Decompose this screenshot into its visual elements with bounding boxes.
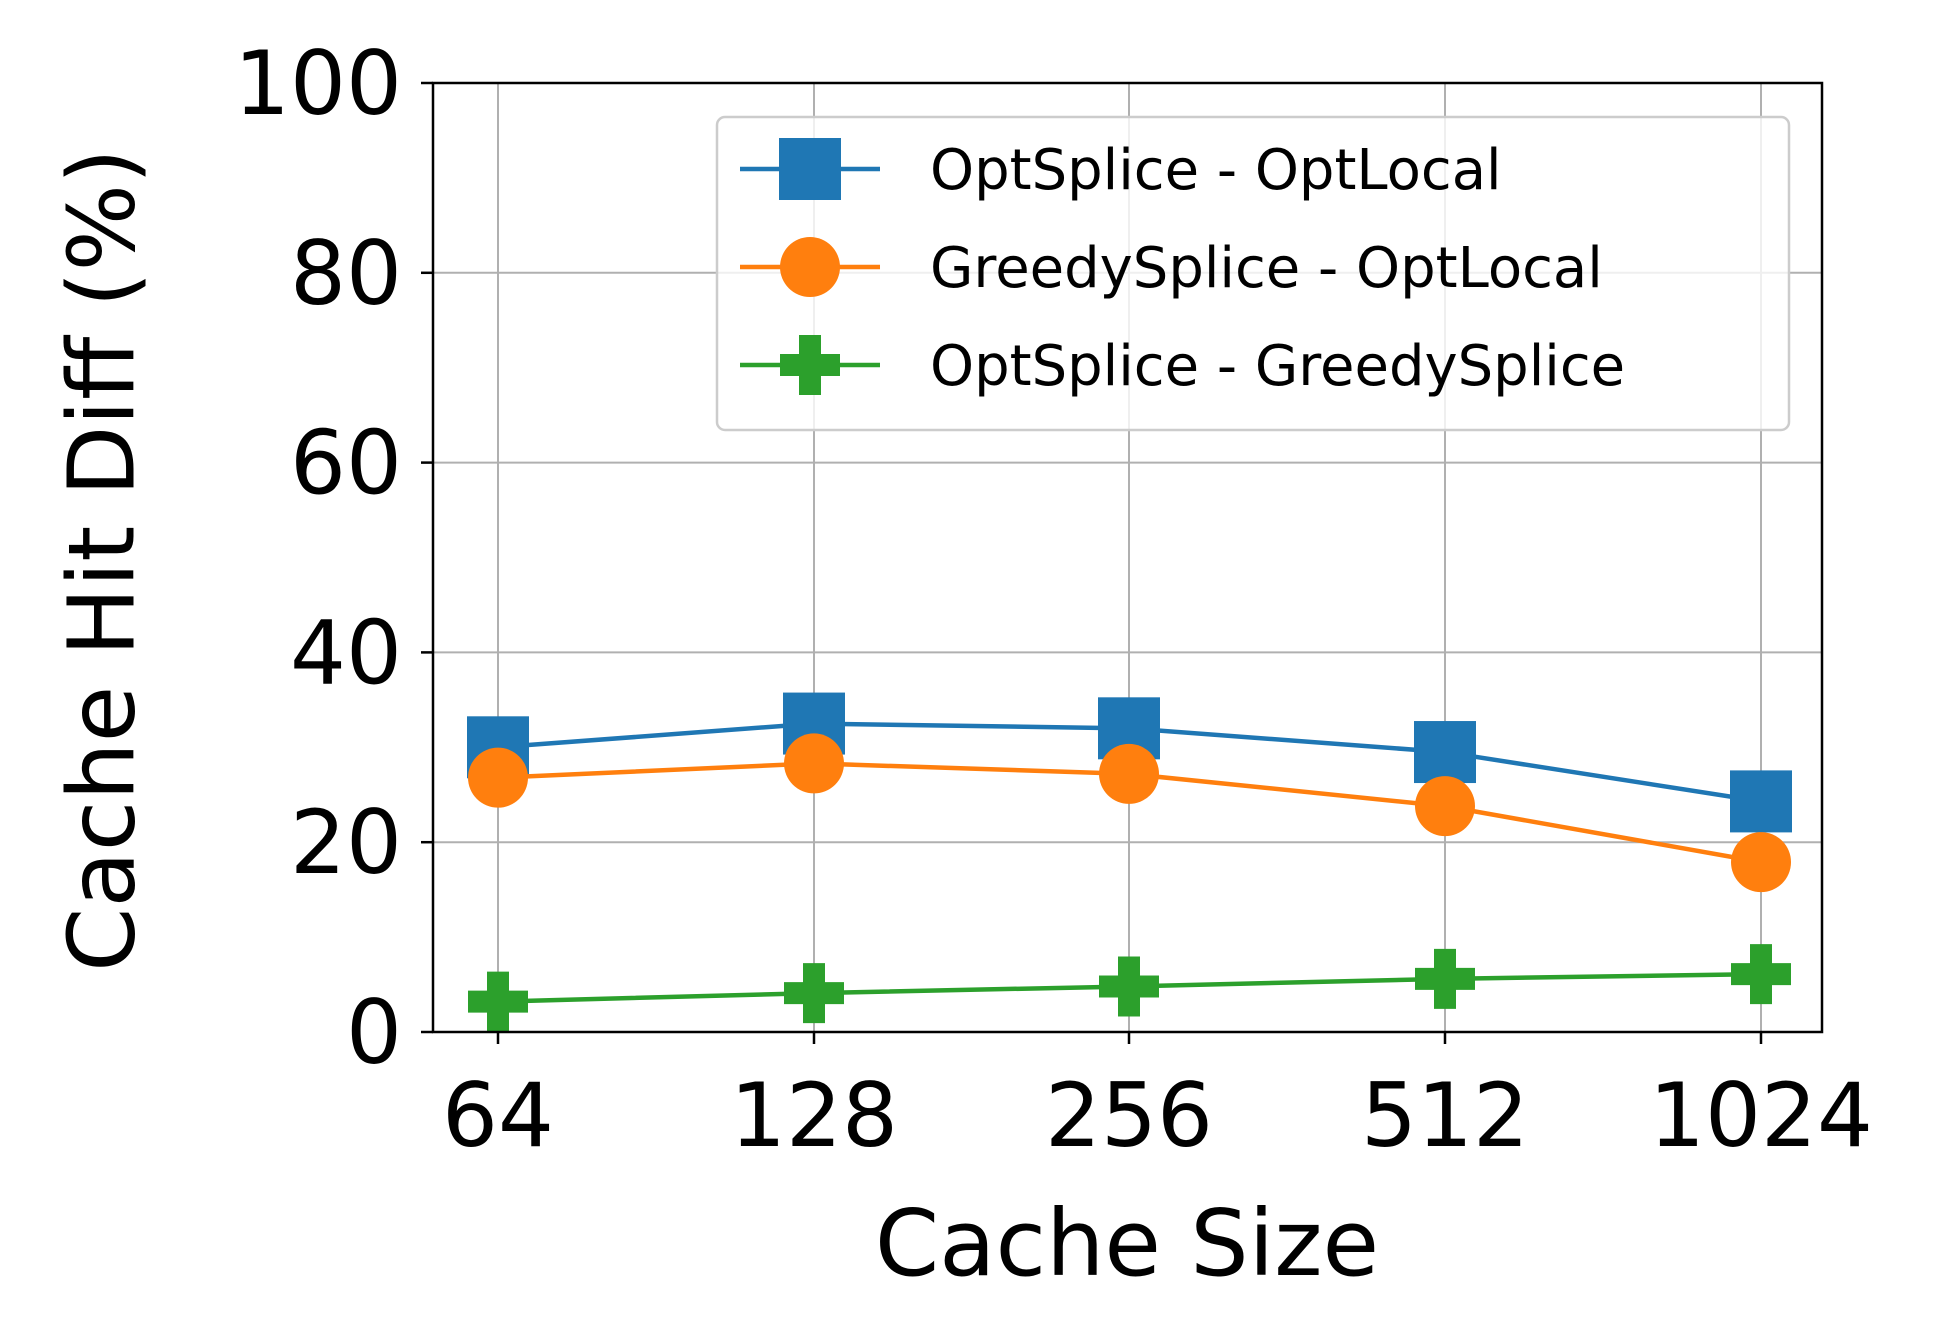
y-axis-title: Cache Hit Diff (%) xyxy=(48,148,155,972)
legend-label: OptSplice - GreedySplice xyxy=(930,334,1625,399)
x-tick-label: 1024 xyxy=(1649,1064,1873,1167)
x-tick-label: 512 xyxy=(1361,1064,1529,1167)
data-point xyxy=(1731,944,1791,1005)
data-point xyxy=(1099,956,1159,1017)
plot-frame xyxy=(431,81,1824,1034)
x-tick-label: 64 xyxy=(442,1064,554,1167)
y-tick-label: 40 xyxy=(290,601,402,704)
series-3 xyxy=(468,944,1791,1032)
series-2 xyxy=(468,733,1791,893)
legend-marker xyxy=(780,237,840,297)
data-point xyxy=(468,747,528,808)
data-point xyxy=(1730,770,1792,833)
legend-box xyxy=(715,115,1791,432)
y-tick-label: 80 xyxy=(290,222,402,325)
y-tick-label: 60 xyxy=(290,412,402,515)
data-point xyxy=(1099,743,1159,804)
x-axis-title: Cache Size xyxy=(875,1190,1379,1297)
data-point xyxy=(784,963,844,1024)
data-point xyxy=(468,971,528,1032)
legend-entry: OptSplice - OptLocal xyxy=(740,138,1502,203)
data-point xyxy=(1414,721,1476,784)
x-tick-label: 128 xyxy=(730,1064,898,1167)
data-point xyxy=(1415,776,1475,837)
legend-entry: GreedySplice - OptLocal xyxy=(740,236,1603,301)
ticks: 64 128 256 512 1024 0 20 40 60 80 100 xyxy=(234,32,1873,1167)
data-point xyxy=(1731,832,1791,893)
legend-label: GreedySplice - OptLocal xyxy=(930,236,1603,301)
legend-label: OptSplice - OptLocal xyxy=(930,138,1502,203)
data-point xyxy=(1415,948,1475,1009)
legend: OptSplice - OptLocal GreedySplice - OptLo… xyxy=(715,115,1791,432)
y-tick-label: 100 xyxy=(234,32,402,135)
legend-marker xyxy=(780,335,840,395)
legend-marker xyxy=(779,138,841,200)
data-point xyxy=(784,733,844,794)
legend-entry: OptSplice - GreedySplice xyxy=(740,334,1625,399)
x-tick-label: 256 xyxy=(1045,1064,1213,1167)
y-tick-label: 20 xyxy=(290,791,402,894)
series-layer xyxy=(467,692,1792,1032)
y-tick-label: 0 xyxy=(346,981,402,1084)
